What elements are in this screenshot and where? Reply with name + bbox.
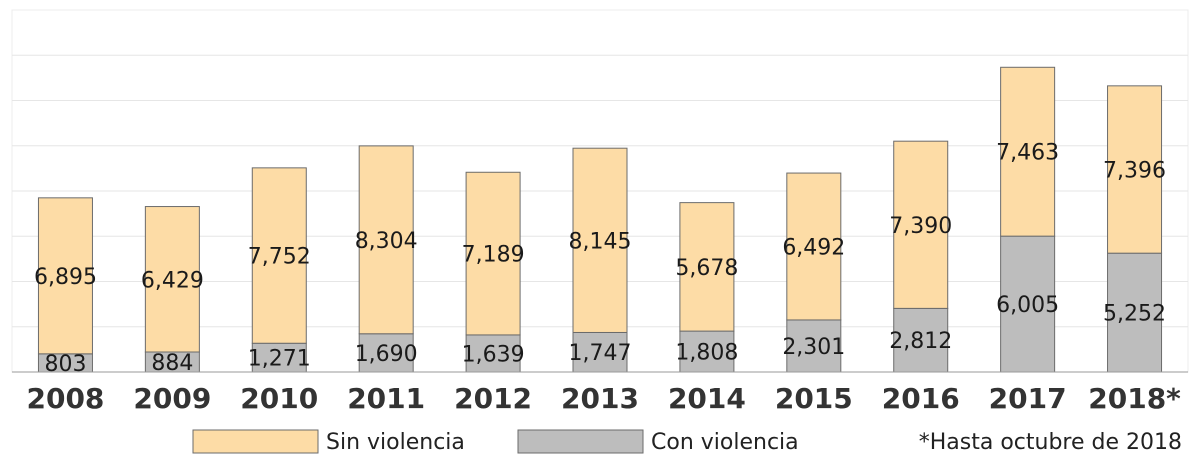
bar-sin-violencia: [679, 202, 735, 332]
bar-sin-violencia: [893, 140, 949, 309]
value-label-sin-violencia: 6,429: [141, 268, 204, 293]
bar-con-violencia: [358, 333, 414, 373]
bar-sin-violencia: [1000, 66, 1056, 237]
bar-con-violencia: [251, 342, 307, 373]
bar-sin-violencia: [786, 172, 842, 321]
value-label-sin-violencia: 7,390: [889, 214, 952, 239]
bar-sin-violencia: [465, 171, 521, 336]
value-label-sin-violencia: 7,463: [996, 141, 1059, 166]
bar-sin-violencia: [37, 197, 93, 355]
value-label-sin-violencia: 7,189: [462, 243, 525, 268]
bar-sin-violencia: [1107, 85, 1163, 254]
bar-sin-violencia: [358, 145, 414, 335]
value-label-sin-violencia: 6,895: [34, 265, 97, 290]
value-label-sin-violencia: 7,396: [1103, 159, 1166, 184]
value-label-sin-violencia: 6,492: [782, 235, 845, 260]
category-label: 2016: [882, 382, 960, 415]
bar-con-violencia: [1107, 252, 1163, 373]
bar-sin-violencia: [251, 167, 307, 344]
bar-sin-violencia: [144, 206, 200, 353]
bar-con-violencia: [679, 330, 735, 373]
value-label-con-violencia: 803: [44, 352, 86, 377]
category-label: 2008: [26, 382, 104, 415]
footnote: *Hasta octubre de 2018: [919, 430, 1182, 455]
bar-sin-violencia: [572, 147, 628, 333]
category-label: 2012: [454, 382, 532, 415]
value-label-con-violencia: 6,005: [996, 293, 1059, 318]
value-label-con-violencia: 1,639: [462, 342, 525, 367]
category-label: 2018*: [1088, 382, 1181, 415]
category-label: 2009: [133, 382, 211, 415]
legend-label: Con violencia: [651, 430, 799, 455]
legend-swatch: [192, 429, 319, 454]
bar-con-violencia: [786, 319, 842, 373]
value-label-con-violencia: 2,301: [782, 335, 845, 360]
legend-swatch: [517, 429, 644, 454]
value-label-sin-violencia: 8,145: [569, 229, 632, 254]
value-label-sin-violencia: 7,752: [248, 245, 311, 270]
bar-con-violencia: [572, 331, 628, 373]
value-label-con-violencia: 1,747: [569, 341, 632, 366]
value-label-con-violencia: 1,271: [248, 347, 311, 372]
value-label-sin-violencia: 5,678: [675, 256, 738, 281]
value-label-con-violencia: 1,690: [355, 342, 418, 367]
value-label-sin-violencia: 8,304: [355, 229, 418, 254]
value-label-con-violencia: 1,808: [675, 341, 738, 366]
value-label-con-violencia: 5,252: [1103, 302, 1166, 327]
category-label: 2010: [240, 382, 318, 415]
category-label: 2017: [989, 382, 1067, 415]
legend-label: Sin violencia: [326, 430, 465, 455]
bar-con-violencia: [893, 307, 949, 373]
category-label: 2015: [775, 382, 853, 415]
category-label: 2013: [561, 382, 639, 415]
value-label-con-violencia: 2,812: [889, 329, 952, 354]
category-label: 2011: [347, 382, 425, 415]
category-label: 2014: [668, 382, 746, 415]
